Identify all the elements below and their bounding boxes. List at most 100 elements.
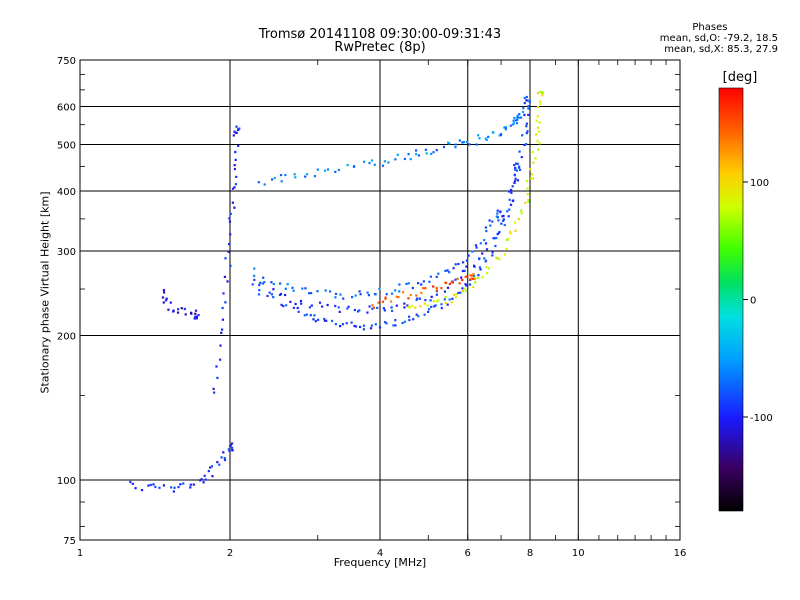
data-point <box>522 107 525 110</box>
data-point <box>511 123 515 126</box>
data-point <box>520 212 523 215</box>
data-point <box>189 486 192 489</box>
data-point <box>270 293 273 296</box>
data-point <box>371 304 374 307</box>
data-point <box>424 287 427 290</box>
data-point <box>222 292 225 295</box>
data-point <box>454 278 457 281</box>
data-point <box>446 303 449 306</box>
data-point <box>170 486 173 489</box>
data-point <box>381 164 385 167</box>
data-point <box>334 304 337 308</box>
data-point <box>326 303 329 307</box>
data-point <box>465 141 469 144</box>
data-point <box>518 165 521 168</box>
data-point <box>194 312 197 315</box>
data-point <box>487 267 491 270</box>
data-point <box>227 448 230 451</box>
data-point <box>316 290 319 293</box>
data-point <box>229 444 232 447</box>
data-point <box>534 157 537 160</box>
data-point <box>452 293 456 296</box>
data-point <box>419 305 422 308</box>
data-point <box>381 300 385 303</box>
data-point <box>505 238 508 241</box>
data-point <box>435 149 438 152</box>
data-point <box>428 308 431 311</box>
data-point <box>284 287 287 290</box>
data-point <box>458 139 461 142</box>
phase-stats: Phases mean, sd,O: -79.2, 18.5 mean, sd,… <box>660 22 778 55</box>
colorbar-tick-label: -100 <box>750 413 773 424</box>
data-point <box>461 141 464 144</box>
x-tick-label: 8 <box>527 548 533 559</box>
data-point <box>389 300 393 303</box>
data-point <box>530 173 533 176</box>
data-point <box>378 326 382 329</box>
data-point <box>470 278 473 281</box>
data-point <box>162 484 165 487</box>
data-point <box>162 289 165 292</box>
data-point <box>292 306 295 309</box>
data-point <box>165 297 168 300</box>
data-point <box>537 148 540 151</box>
data-point <box>204 478 207 481</box>
data-point <box>518 150 521 153</box>
data-point <box>339 325 342 328</box>
data-point <box>538 130 541 133</box>
data-point <box>444 281 447 284</box>
data-point <box>383 309 386 312</box>
data-point <box>194 309 198 312</box>
data-point <box>420 283 423 286</box>
y-tick-label: 750 <box>57 56 76 67</box>
data-point <box>167 308 170 311</box>
data-point <box>519 168 522 171</box>
data-point <box>154 485 157 489</box>
data-point <box>435 293 438 296</box>
data-point <box>527 107 530 110</box>
data-point <box>324 289 327 292</box>
data-point <box>499 134 503 137</box>
data-point <box>234 158 237 161</box>
data-point <box>463 287 466 290</box>
data-point <box>509 203 513 206</box>
data-point <box>220 331 223 334</box>
data-point <box>526 187 529 190</box>
data-point <box>486 272 489 275</box>
data-point <box>460 276 463 279</box>
data-point <box>481 276 484 279</box>
data-point <box>496 212 499 215</box>
data-point <box>279 293 283 296</box>
data-point <box>536 140 539 143</box>
data-point <box>358 290 361 293</box>
data-point <box>233 130 236 133</box>
data-point <box>222 451 225 454</box>
data-point <box>493 237 496 240</box>
data-point <box>432 300 435 303</box>
data-point <box>474 244 478 247</box>
data-point <box>403 157 406 161</box>
data-point <box>525 132 528 135</box>
data-point <box>447 141 450 144</box>
data-point <box>474 281 477 284</box>
data-point <box>368 161 371 165</box>
data-point <box>321 305 324 308</box>
data-point <box>318 301 322 304</box>
data-point <box>479 268 482 271</box>
data-point <box>536 115 539 118</box>
data-point <box>296 306 299 310</box>
data-point <box>398 283 401 286</box>
data-point <box>230 446 234 449</box>
data-point <box>398 290 401 293</box>
data-point <box>279 282 282 285</box>
data-point <box>352 165 356 168</box>
data-point <box>172 490 175 493</box>
data-point <box>454 143 457 146</box>
data-point <box>420 291 423 295</box>
data-point <box>434 304 437 307</box>
data-point <box>497 219 500 222</box>
data-point <box>216 461 219 464</box>
x-tick-label: 1 <box>77 548 83 559</box>
y-tick-label: 300 <box>57 247 76 258</box>
data-point <box>391 309 394 312</box>
